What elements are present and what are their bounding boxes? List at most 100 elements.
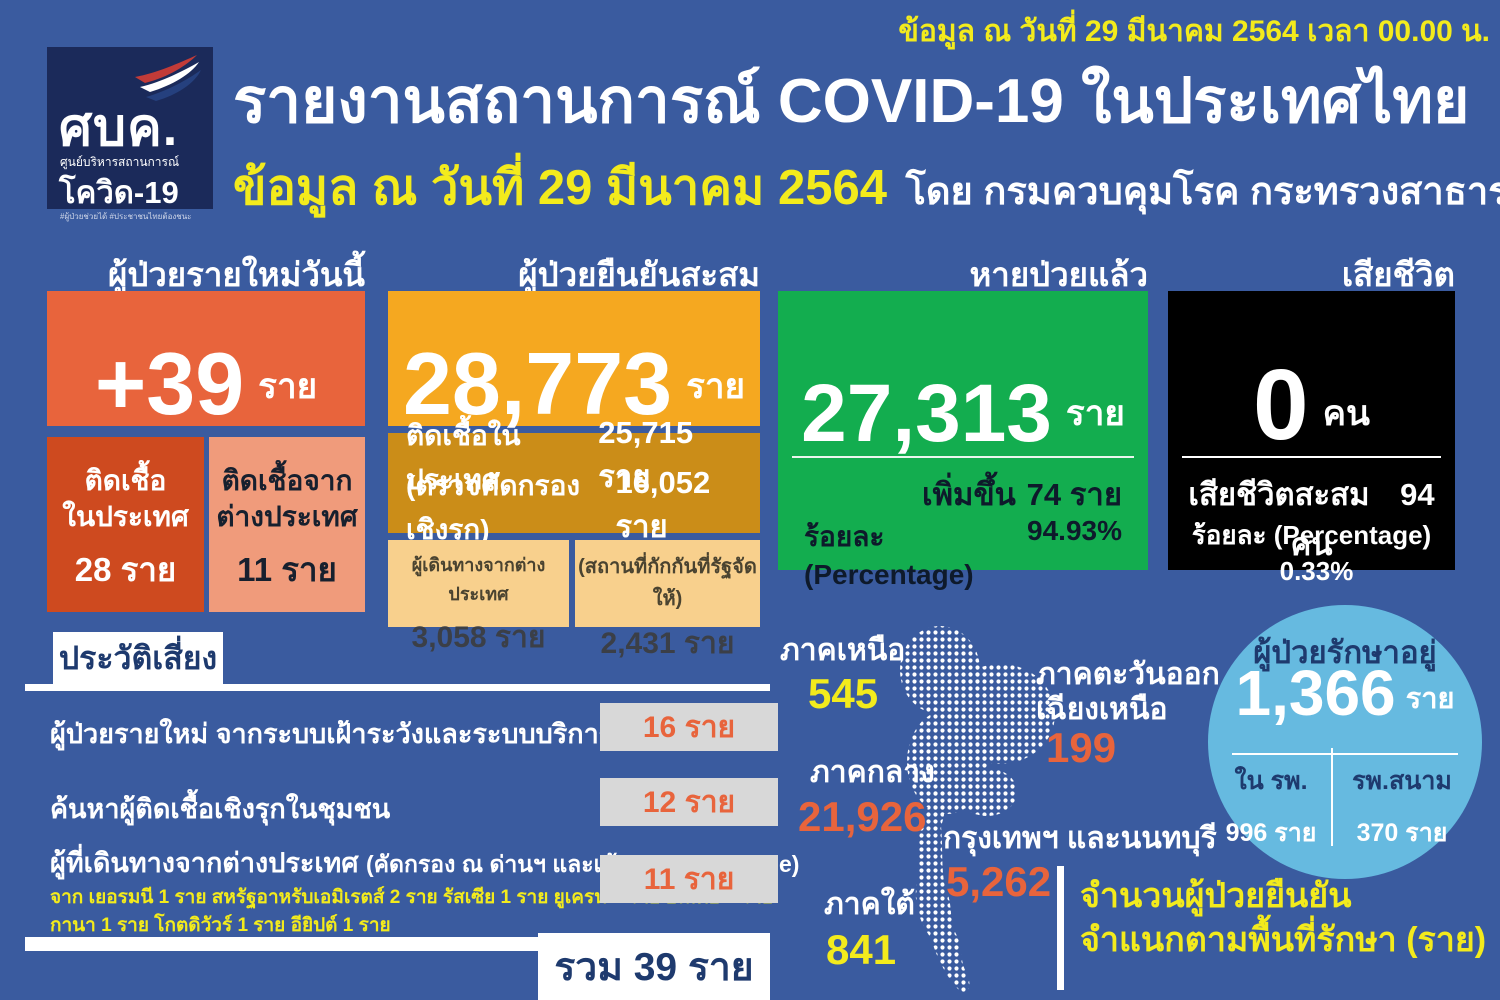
region-south-label: ภาคใต้ — [824, 888, 915, 921]
map-caption-line2: จำแนกตามพื้นที่รักษา (ราย) — [1080, 921, 1487, 959]
risk-total-bar — [25, 937, 545, 951]
region-central-value: 21,926 — [798, 793, 927, 840]
risk-row-surveillance-value: 16 ราย — [600, 703, 778, 751]
region-northeast-label: ภาคตะวันออก เฉียงเหนือ — [1036, 658, 1220, 727]
recovered-percentage-row: ร้อยละ (Percentage) 94.93% — [778, 515, 1148, 591]
region-northeast-label-line1: ภาคตะวันออก — [1036, 658, 1220, 691]
risk-travellers-countries-line2: กานา 1 ราย โกตดิวัวร์ 1 ราย อียิปต์ 1 รา… — [50, 915, 391, 936]
treating-field-hospital: รพ.สนาม 370 ราย — [1336, 761, 1468, 853]
page-title: รายงานสถานการณ์ COVID-19 ในประเทศไทย — [233, 67, 1470, 136]
region-bangkok-label: กรุงเทพฯ และนนทบุรี — [943, 822, 1217, 855]
deaths-percentage-value: 0.33% — [1279, 556, 1354, 586]
region-north-label: ภาคเหนือ — [780, 634, 906, 667]
cumulative-domestic-value: 25,715 ราย — [598, 415, 694, 494]
in-hospital-value: 996 ราย — [1225, 819, 1317, 847]
risk-travellers-countries-line1: จาก เยอรมนี 1 ราย สหรัฐอาหรับเอมิเรตส์ 2… — [50, 887, 774, 908]
treating-value: 1,366 — [1235, 657, 1396, 729]
cumulative-row-domestic: ติดเชื้อในประเทศ 25,715 ราย — [388, 415, 760, 495]
recovered-value: 27,313 — [801, 368, 1052, 460]
quarantine-label: (สถานที่กักกันที่รัฐจัดให้) — [578, 556, 757, 610]
logo-tagline: #ผู้ป่วยช่วยได้ #ประชาชนไทยต้องชนะ — [60, 212, 192, 221]
cumulative-row-proactive: (ตรวจคัดกรองเชิงรุก) 16,052 ราย — [388, 465, 760, 545]
cumulative-breakdown-box: ติดเชื้อในประเทศ 25,715 ราย (ตรวจคัดกรอง… — [388, 415, 760, 545]
treating-in-hospital: ใน รพ. 996 ราย — [1214, 761, 1328, 853]
cumulative-value: 28,773 — [402, 334, 673, 434]
new-cases-abroad-box: ติดเชื้อจาก ต่างประเทศ 11 ราย — [209, 437, 365, 612]
travellers-value: 3,058 ราย — [411, 621, 546, 654]
logo-disease-name: โควิด-19 — [59, 175, 179, 210]
risk-row-proactive-label: ค้นหาผู้ติดเชื้อเชิงรุกในชุมชน — [50, 794, 391, 824]
new-cases-card: +39 ราย — [47, 291, 365, 434]
field-hospital-label: รพ.สนาม — [1352, 767, 1452, 795]
map-caption-bar — [1057, 866, 1064, 990]
domestic-label-line1: ติดเชื้อ — [84, 465, 167, 496]
domestic-label-line2: ในประเทศ — [62, 501, 189, 533]
page-subtitle: ข้อมูล ณ วันที่ 29 มีนาคม 2564 โดย กรมคว… — [233, 148, 1500, 226]
thailand-dotted-map — [900, 626, 1055, 993]
treating-patients-circle: ผู้ป่วยรักษาอยู่ 1,366 ราย ใน รพ. 996 รา… — [1208, 605, 1482, 879]
deaths-value: 0 — [1253, 349, 1309, 461]
recovered-card: 27,313 ราย เพิ่มขึ้น 74 ราย ร้อยละ (Perc… — [778, 291, 1148, 590]
treating-title: ผู้ป่วยรักษาอยู่ — [1253, 635, 1437, 670]
risk-row-proactive-value: 12 ราย — [600, 778, 778, 826]
travellers-box: ผู้เดินทางจากต่างประเทศ 3,058 ราย — [388, 540, 569, 654]
quarantine-value: 2,431 ราย — [600, 627, 735, 660]
quarantine-box: (สถานที่กักกันที่รัฐจัดให้) 2,431 ราย — [575, 540, 760, 660]
deaths-percentage-label: ร้อยละ (Percentage) — [1191, 520, 1432, 550]
new-cases-card-title: ผู้ป่วยรายใหม่วันนี้ — [107, 256, 365, 293]
region-north-value: 545 — [808, 670, 879, 717]
recovered-percentage-value: 94.93% — [1027, 515, 1122, 546]
deaths-percentage-row: ร้อยละ (Percentage) 0.33% — [1168, 515, 1455, 587]
risk-total-box: รวม 39 ราย — [538, 933, 770, 1000]
cumulative-proactive-value: 16,052 ราย — [615, 465, 711, 544]
cumulative-card: 28,773 ราย — [388, 291, 760, 434]
region-northeast-label-line2: เฉียงเหนือ — [1036, 692, 1168, 726]
region-central-label: ภาคกลาง — [810, 756, 935, 789]
deaths-divider — [1182, 456, 1441, 458]
subtitle-date: ข้อมูล ณ วันที่ 29 มีนาคม 2564 — [233, 161, 887, 215]
travellers-label: ผู้เดินทางจากต่างประเทศ — [411, 555, 546, 604]
ccsa-logo: ศบค. ศูนย์บริหารสถานการณ์ โควิด-19 #ผู้ป… — [47, 47, 213, 221]
recovered-increase-value: 74 ราย — [1026, 477, 1122, 512]
risk-travellers-main-label: ผู้ที่เดินทางจากต่างประเทศ — [50, 848, 359, 878]
cumulative-domestic-label: ติดเชื้อในประเทศ — [406, 420, 521, 495]
risk-row-surveillance-label: ผู้ป่วยรายใหม่ จากระบบเฝ้าระวังและระบบบร… — [50, 719, 629, 749]
risk-row-travellers-value: 11 ราย — [600, 855, 778, 903]
deaths-card: 0 คน เสียชีวิตสะสม 94 คน ร้อยละ (Percent… — [1168, 291, 1455, 586]
report-datetime: ข้อมูล ณ วันที่ 29 มีนาคม 2564 เวลา 00.0… — [898, 15, 1490, 48]
risk-history-title: ประวัติเสี่ยง — [53, 632, 223, 684]
recovered-unit: ราย — [1065, 394, 1125, 433]
recovered-percentage-label: ร้อยละ (Percentage) — [804, 521, 974, 590]
recovered-card-title: หายป่วยแล้ว — [969, 256, 1148, 293]
risk-title-underline — [25, 684, 770, 691]
new-cases-domestic-box: ติดเชื้อ ในประเทศ 28 ราย — [47, 437, 204, 612]
cumulative-unit: ราย — [686, 367, 746, 406]
new-cases-unit: ราย — [258, 367, 318, 406]
deaths-cumulative-value: 94 คน — [1290, 477, 1435, 562]
logo-abbreviation: ศบค. — [59, 99, 179, 157]
in-hospital-label: ใน รพ. — [1234, 767, 1308, 795]
new-cases-value: +39 — [94, 334, 245, 434]
abroad-label-line2: ต่างประเทศ — [216, 501, 358, 533]
domestic-value: 28 ราย — [74, 551, 177, 588]
abroad-value: 11 ราย — [237, 551, 337, 588]
recovered-increase-row: เพิ่มขึ้น 74 ราย — [778, 469, 1148, 519]
thai-flag-swoosh-icon — [135, 55, 201, 101]
treating-horizontal-divider — [1232, 753, 1458, 755]
treating-unit: ราย — [1405, 683, 1455, 715]
deaths-card-title: เสียชีวิต — [1341, 256, 1455, 293]
cumulative-card-title: ผู้ป่วยยืนยันสะสม — [518, 256, 760, 293]
region-northeast-value: 199 — [1046, 724, 1117, 771]
recovered-increase-label: เพิ่มขึ้น — [922, 477, 1016, 512]
cumulative-proactive-label: (ตรวจคัดกรองเชิงรุก) — [406, 470, 581, 545]
deaths-unit: คน — [1322, 394, 1370, 433]
map-caption-line1: จำนวนผู้ป่วยยืนยัน — [1080, 877, 1352, 915]
logo-organization: ศูนย์บริหารสถานการณ์ — [60, 155, 180, 169]
field-hospital-value: 370 ราย — [1356, 819, 1448, 847]
recovered-divider — [792, 456, 1134, 458]
deaths-cumulative-label: เสียชีวิตสะสม — [1188, 477, 1370, 512]
region-bangkok-value: 5,262 — [946, 858, 1052, 905]
abroad-label-line1: ติดเชื้อจาก — [221, 465, 353, 496]
treating-vertical-divider — [1331, 748, 1333, 846]
